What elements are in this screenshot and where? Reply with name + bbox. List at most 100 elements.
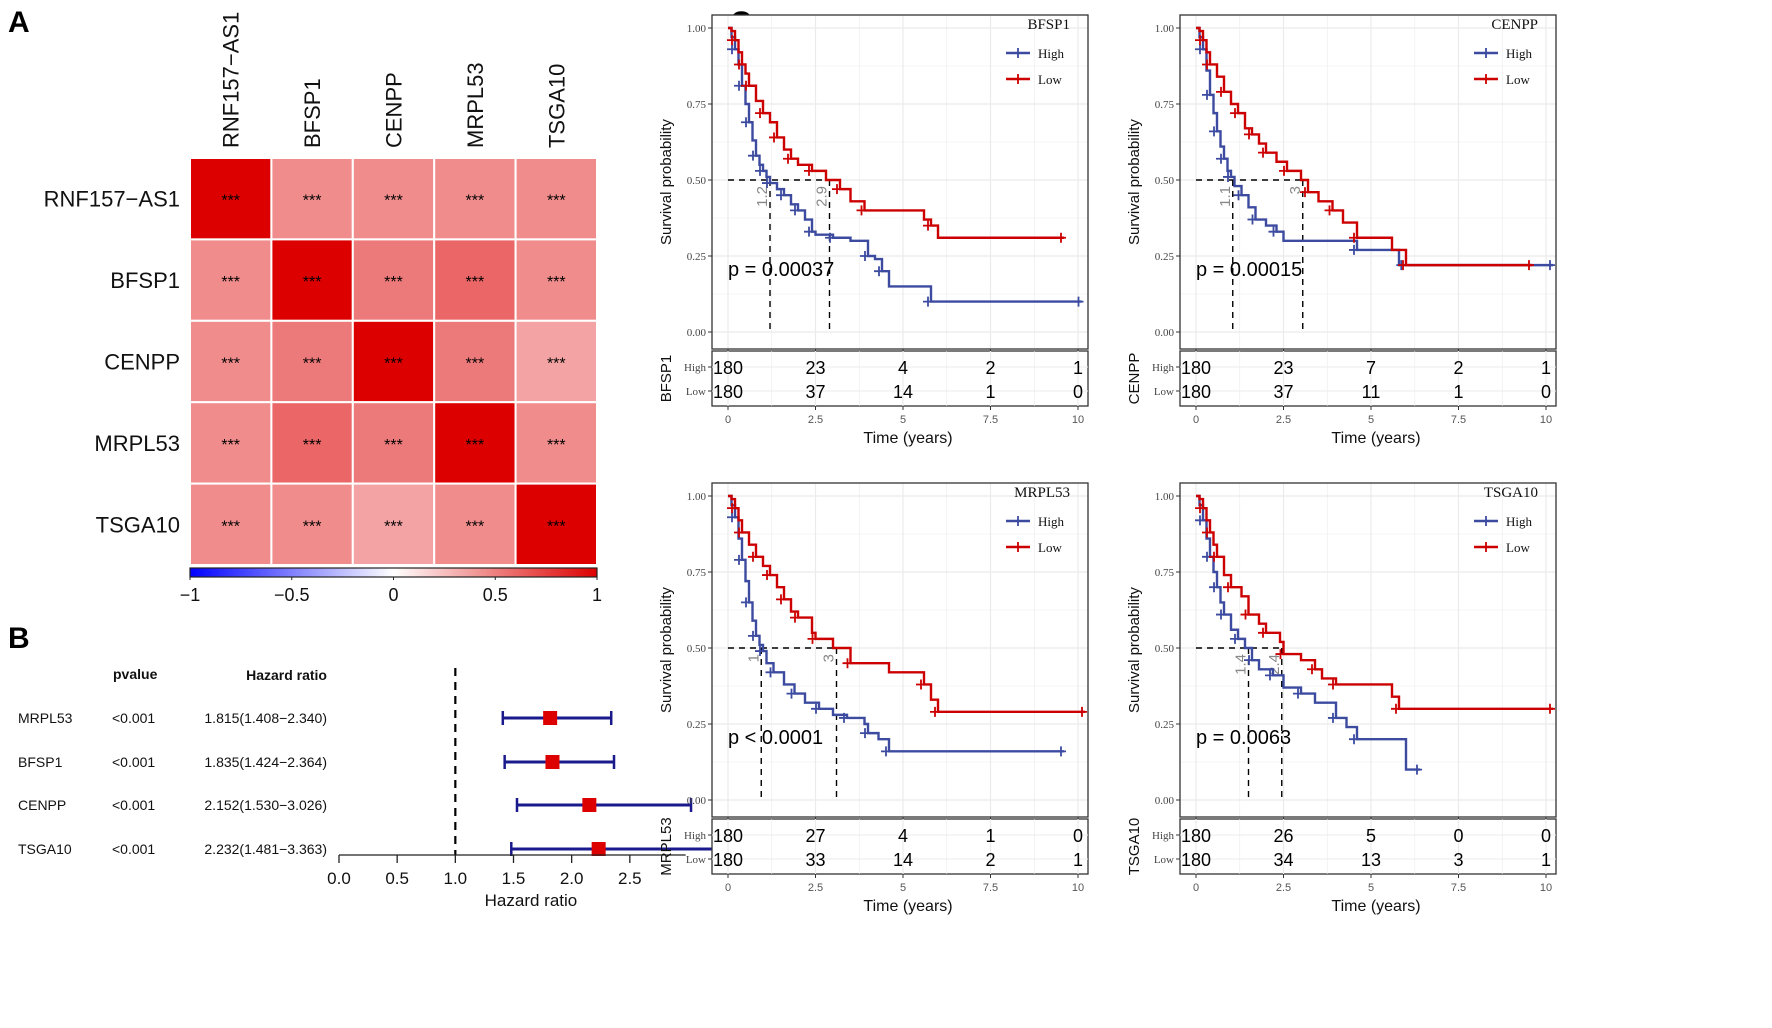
km-censor-mark	[1216, 86, 1226, 97]
km-x-tick-label: 7.5	[983, 414, 998, 426]
forest-point	[591, 842, 606, 856]
km-censor-mark	[1524, 260, 1534, 271]
forest-x-tick-label: 1.5	[502, 869, 526, 888]
forest-x-tick-label: 2.5	[618, 869, 642, 888]
heatmap-cell	[433, 319, 517, 404]
km-risk-count: 1	[985, 826, 995, 846]
km-censor-mark	[1209, 582, 1219, 593]
km-risk-table-label: MRPL53	[658, 817, 675, 875]
km-censor-mark	[1216, 609, 1226, 620]
km-censor-mark	[1195, 35, 1205, 46]
km-risk-count: 0	[1073, 382, 1083, 402]
forest-gene-label: TSGA10	[18, 841, 72, 857]
colorbar	[189, 567, 598, 578]
km-censor-mark	[741, 117, 751, 128]
km-x-tick-label: 5	[900, 414, 906, 426]
km-median-label-low: 3	[821, 654, 838, 662]
km-plot-cenpp: 1.1 3 p = 0.00015 0.00 0.25 0.50 0.75 1.00 Survi…	[1126, 14, 1557, 447]
forest-pvalue: <0.001	[112, 754, 155, 770]
km-plot-frame	[711, 482, 1089, 818]
km-censor-mark	[1545, 260, 1555, 271]
km-censor-mark	[1391, 703, 1401, 714]
km-y-tick-label: 0.75	[1155, 99, 1175, 111]
km-risk-row-label: Low	[686, 854, 706, 866]
forest-hr-text: 1.835(1.424−2.364)	[204, 754, 327, 770]
km-censor-mark	[1275, 649, 1286, 660]
km-x-tick-label: 10	[1072, 882, 1084, 894]
heatmap-cell	[270, 238, 354, 322]
heatmap-cell-annotation: ***	[466, 518, 485, 535]
km-risk-table-label: CENPP	[1126, 353, 1143, 405]
km-y-tick-label: 0.75	[1155, 567, 1175, 579]
km-censor-mark	[1279, 165, 1289, 176]
km-pvalue: p = 0.00015	[1196, 259, 1302, 281]
heatmap-row-label: BFSP1	[110, 268, 180, 293]
heatmap-col-label: BFSP1	[300, 78, 325, 148]
km-risk-count: 180	[713, 358, 743, 378]
km-plot-frame	[1179, 14, 1557, 350]
km-pvalue: p = 0.00037	[728, 259, 834, 281]
km-curve-low	[1196, 26, 1532, 267]
km-censor-mark	[1223, 582, 1233, 593]
km-risk-count: 7	[1366, 358, 1376, 378]
km-censor-mark	[856, 205, 867, 216]
km-risk-count: 27	[805, 826, 825, 846]
heatmap-col-label: MRPL53	[463, 62, 488, 148]
km-censor-mark	[804, 226, 814, 237]
km-plot-background	[1180, 15, 1556, 349]
km-censor-mark	[1349, 244, 1359, 255]
km-legend-label-high: High	[1038, 46, 1065, 61]
km-censor-mark	[776, 594, 786, 605]
km-censor-mark	[1230, 108, 1240, 119]
km-curve-high	[1196, 494, 1420, 771]
heatmap-cell	[433, 482, 517, 567]
forest-header-pvalue: pvalue	[113, 666, 158, 682]
km-y-tick-label: 0.75	[687, 567, 707, 579]
heatmap-cell-annotation: ***	[547, 356, 566, 373]
forest-point	[543, 711, 558, 725]
km-censor-mark	[1073, 296, 1084, 307]
km-censor-mark	[1324, 205, 1335, 216]
km-censor-mark	[860, 251, 870, 261]
km-censor-mark	[804, 165, 814, 176]
heatmap-cell-annotation: ***	[466, 193, 485, 210]
heatmap-cell-annotation: ***	[384, 518, 403, 535]
km-risk-count: 33	[805, 850, 825, 870]
km-censor-mark	[727, 44, 737, 55]
km-curve-low	[728, 26, 1064, 239]
km-y-axis-label: Survival probability	[1126, 119, 1143, 245]
km-censor-mark	[755, 165, 765, 176]
forest-x-tick-label: 0.0	[327, 869, 351, 888]
forest-gene-label: MRPL53	[18, 710, 73, 726]
heatmap-cell-annotation: ***	[384, 437, 403, 454]
km-censor-mark	[923, 220, 933, 231]
km-risk-row-label: High	[684, 362, 707, 374]
km-x-tick-label: 5	[1368, 414, 1374, 426]
km-x-tick-label: 0	[1193, 882, 1199, 894]
km-censor-mark	[790, 205, 800, 216]
km-x-tick-label: 10	[1072, 414, 1084, 426]
km-x-axis-label: Time (years)	[863, 430, 952, 447]
km-censor-mark	[1307, 664, 1317, 675]
forest-hr-text: 1.815(1.408−2.340)	[204, 710, 327, 726]
km-risk-count: 23	[1273, 358, 1293, 378]
km-censor-mark	[1258, 147, 1268, 158]
km-y-tick-label: 0.25	[1155, 719, 1175, 731]
heatmap-cell-annotation: ***	[547, 274, 566, 291]
km-median-label-low: 2.9	[814, 186, 831, 207]
km-x-tick-label: 2.5	[1276, 882, 1291, 894]
km-x-axis-label: Time (years)	[1331, 430, 1420, 447]
km-censor-mark	[825, 232, 835, 243]
heatmap-row-label: MRPL53	[94, 431, 180, 456]
km-legend-title: CENPP	[1491, 17, 1538, 33]
km-censor-mark	[1412, 764, 1422, 775]
km-y-tick-label: 0.25	[687, 251, 707, 263]
km-censor-mark	[762, 570, 772, 581]
km-censor-mark	[1258, 627, 1268, 638]
heatmap-cell-annotation: ***	[303, 356, 322, 373]
km-censor-mark	[755, 108, 765, 119]
km-censor-mark	[1398, 260, 1408, 271]
km-legend-label-low: Low	[1038, 72, 1062, 87]
colorbar-tick-label: 0	[388, 585, 398, 605]
colorbar-tick-label: −0.5	[274, 585, 310, 605]
